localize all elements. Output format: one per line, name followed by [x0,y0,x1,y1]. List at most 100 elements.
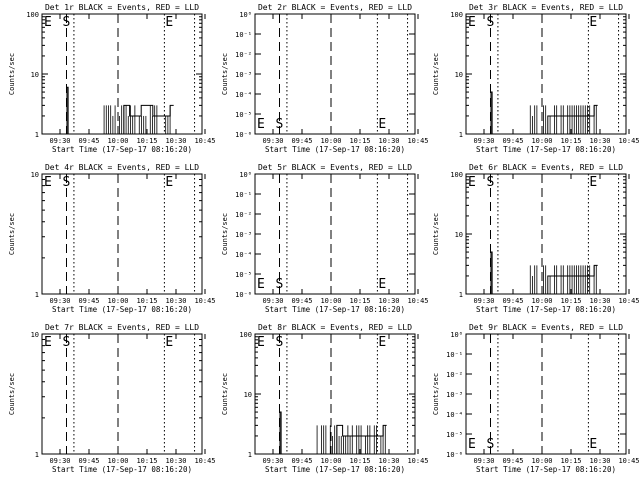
x-tick-label: 10:30 [589,457,610,465]
plot-frame [41,173,203,295]
x-tick-label: 10:00 [107,457,128,465]
y-tick-label: 10⁻¹ [235,31,252,39]
x-tick-label: 10:00 [531,137,552,145]
x-tick-label: 09:30 [262,137,283,145]
panel-title: Det 9r BLACK = Events, RED = LLD [469,323,623,332]
y-tick-label: 10⁻⁴ [446,411,463,419]
x-tick-label: 09:45 [78,137,99,145]
y-tick-label: 10 [455,71,463,79]
y-tick-label: 10⁻³ [235,231,252,239]
x-tick-label: 10:00 [320,137,341,145]
y-axis-label: Counts/sec [8,53,16,95]
x-tick-label: 09:45 [78,297,99,305]
x-tick-label: 10:45 [618,457,639,465]
y-tick-label: 10⁻⁶ [446,451,463,459]
x-tick-label: 09:30 [473,457,494,465]
event-series [65,86,174,135]
y-axis-label: Counts/sec [221,213,229,255]
marker-s: S [275,117,283,132]
x-tick-label: 10:45 [194,457,215,465]
x-tick-label: 10:30 [378,297,399,305]
panel-title: Det 5r BLACK = Events, RED = LLD [258,163,412,172]
marker-e-start: E [468,175,476,190]
x-tick-label: 09:30 [262,457,283,465]
marker-e-end: E [165,175,173,190]
x-axis-label: Start Time (17-Sep-17 08:16:20) [265,305,405,314]
x-tick-label: 10:15 [560,457,581,465]
y-tick-label: 100 [26,11,39,19]
x-tick-label: 09:30 [49,457,70,465]
x-tick-label: 10:45 [407,297,428,305]
x-tick-label: 10:45 [618,137,639,145]
y-tick-label: 10⁻³ [446,391,463,399]
marker-e-start: E [44,175,52,190]
y-tick-label: 10⁻¹ [235,191,252,199]
x-tick-label: 09:45 [502,457,523,465]
marker-s: S [486,437,494,452]
x-tick-label: 10:45 [407,137,428,145]
marker-e-end: E [165,15,173,30]
x-tick-label: 10:30 [165,297,186,305]
y-tick-label: 10 [31,171,39,179]
y-tick-label: 10⁻⁵ [235,271,252,279]
x-tick-label: 10:30 [589,137,610,145]
x-tick-label: 10:15 [349,457,370,465]
x-tick-label: 09:45 [78,457,99,465]
marker-e-start: E [257,335,265,350]
x-tick-label: 09:45 [291,297,312,305]
x-axis-label: Start Time (17-Sep-17 08:16:20) [476,465,616,474]
marker-e-end: E [165,335,173,350]
y-tick-label: 1 [248,451,252,459]
y-axis-label: Counts/sec [8,213,16,255]
y-tick-label: 10⁻¹ [446,351,463,359]
panel-title: Det 8r BLACK = Events, RED = LLD [258,323,412,332]
marker-e-start: E [257,117,265,132]
x-tick-label: 10:15 [349,137,370,145]
panel-title: Det 4r BLACK = Events, RED = LLD [45,163,199,172]
x-tick-label: 10:45 [194,297,215,305]
y-tick-label: 1 [35,291,39,299]
marker-e-end: E [589,175,597,190]
y-axis-label: Counts/sec [432,373,440,415]
panel-9: Det 9r BLACK = Events, RED = LLD 10⁻⁶ 10⁻⁵… [432,323,640,474]
y-tick-label: 10 [455,231,463,239]
marker-s: S [62,175,70,190]
y-tick-label: 10⁻² [235,211,252,219]
x-tick-label: 10:15 [136,137,157,145]
y-axis-label: Counts/sec [221,373,229,415]
x-tick-label: 10:45 [618,297,639,305]
marker-e-end: E [378,335,386,350]
marker-e-end: E [378,117,386,132]
x-tick-label: 10:45 [194,137,215,145]
marker-e-start: E [468,437,476,452]
marker-e-start: E [257,277,265,292]
x-tick-label: 09:30 [473,297,494,305]
panel-8: Det 8r BLACK = Events, RED = LLD 1 10 100 09… [221,323,429,474]
marker-s: S [275,335,283,350]
x-axis-label: Start Time (17-Sep-17 08:16:20) [476,145,616,154]
y-tick-label: 10 [31,71,39,79]
y-tick-label: 100 [450,171,463,179]
x-tick-label: 10:15 [136,297,157,305]
y-tick-label: 10⁰ [450,331,463,339]
x-tick-label: 09:45 [502,297,523,305]
y-tick-label: 10⁻⁵ [235,111,252,119]
x-tick-label: 10:00 [320,457,341,465]
x-tick-label: 10:30 [378,457,399,465]
y-tick-label: 10⁻² [235,51,252,59]
y-tick-label: 1 [35,451,39,459]
x-tick-label: 09:45 [502,137,523,145]
y-tick-label: 100 [239,331,252,339]
y-tick-label: 10 [31,331,39,339]
x-tick-label: 10:00 [107,297,128,305]
x-tick-label: 10:00 [531,457,552,465]
panel-title: Det 1r BLACK = Events, RED = LLD [45,3,199,12]
y-tick-label: 1 [459,291,463,299]
y-tick-label: 10⁻⁴ [235,251,252,259]
y-tick-label: 10⁻⁵ [446,431,463,439]
x-tick-label: 09:45 [291,457,312,465]
y-tick-label: 10⁰ [239,11,252,19]
x-axis-label: Start Time (17-Sep-17 08:16:20) [52,145,192,154]
x-axis-label: Start Time (17-Sep-17 08:16:20) [476,305,616,314]
y-tick-label: 100 [450,11,463,19]
